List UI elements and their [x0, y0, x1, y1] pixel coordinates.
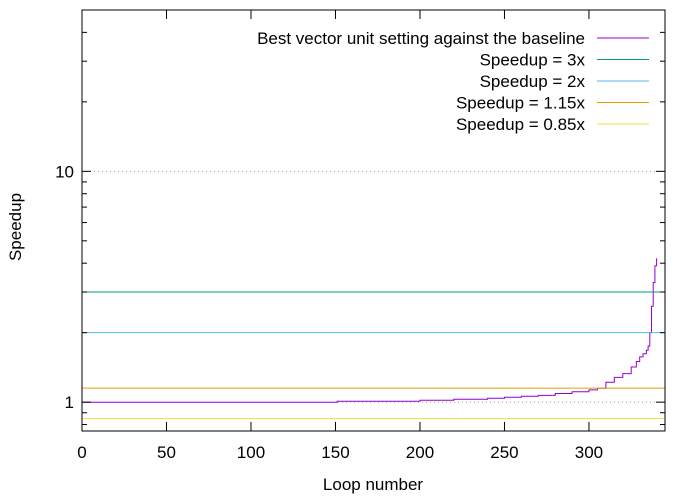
x-tick-label: 50 [157, 443, 176, 462]
plot-frame [81, 9, 666, 432]
x-axis-label: Loop number [323, 475, 424, 494]
x-tick-label: 150 [321, 443, 349, 462]
series-0-line [82, 258, 658, 403]
grid-lines [82, 170, 665, 403]
x-tick-label: 250 [490, 443, 518, 462]
y-tick-label: 10 [55, 162, 74, 181]
series-layer [82, 258, 665, 419]
legend-label-3: Speedup = 1.15x [456, 94, 586, 113]
x-tick-label: 300 [575, 443, 603, 462]
legend-label-0: Best vector unit setting against the bas… [257, 29, 585, 48]
x-tick-label: 0 [77, 443, 86, 462]
x-tick-label: 200 [406, 443, 434, 462]
legend-label-4: Speedup = 0.85x [456, 115, 586, 134]
y-tick-label: 1 [65, 393, 74, 412]
legend: Best vector unit setting against the bas… [257, 29, 649, 134]
legend-label-1: Speedup = 3x [480, 51, 586, 70]
legend-label-2: Speedup = 2x [480, 72, 586, 91]
x-tick-label: 100 [237, 443, 265, 462]
y-axis-label: Speedup [6, 193, 25, 261]
